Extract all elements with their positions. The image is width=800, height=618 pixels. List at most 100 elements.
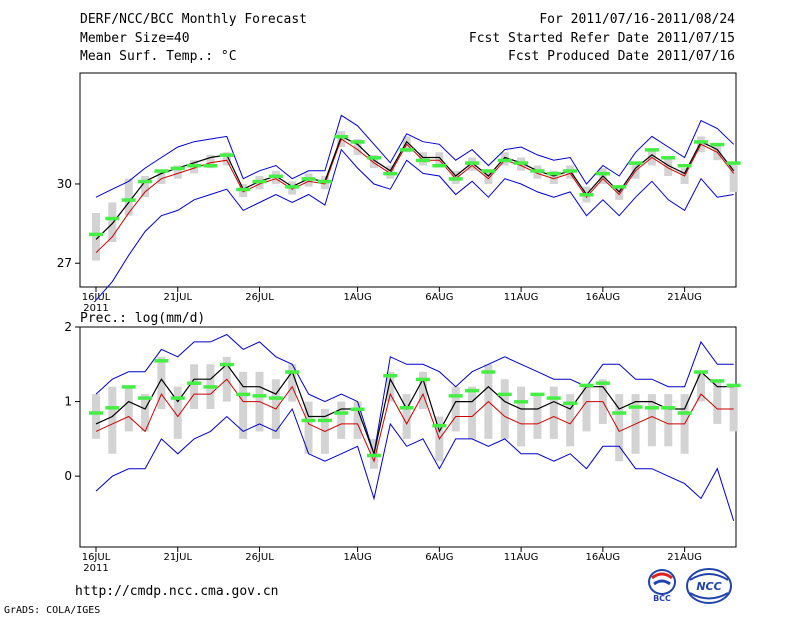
precip-spread-bar	[615, 394, 624, 462]
precip-observed-marker	[579, 383, 594, 388]
temp-xtick-label: 26JUL	[245, 292, 274, 303]
precip-observed-marker	[285, 370, 300, 374]
temp-median-line	[95, 138, 735, 254]
precip-observed-marker	[366, 453, 381, 458]
precip-spread-bar	[386, 371, 395, 402]
precip-spread-bar	[337, 401, 346, 439]
temp-observed-marker	[612, 185, 627, 189]
forecast-period: For 2011/07/16-2011/08/24	[539, 12, 735, 27]
precip-plot-frame	[79, 326, 737, 548]
precip-xtick-label: 21JUL	[163, 552, 192, 563]
precip-observed-marker	[448, 394, 463, 398]
precip-observed-marker	[661, 406, 676, 410]
temp-spread-bar	[108, 202, 117, 243]
temp-observed-marker	[138, 179, 153, 184]
temp-spread-bar	[615, 186, 624, 200]
temp-observed-marker	[661, 156, 676, 160]
precip-median-line	[95, 378, 734, 463]
temp-observed-marker	[677, 163, 692, 168]
temp-max-line	[95, 114, 735, 198]
precip-year-label: 2011	[83, 563, 108, 574]
temp-xtick-label: 21AUG	[667, 292, 702, 303]
temp-xtick-label: 16AUG	[586, 292, 621, 303]
temp-xtick-label: 11AUG	[504, 292, 539, 303]
precip-observed-marker	[677, 411, 692, 415]
temp-observed-marker	[644, 148, 659, 152]
precip-observed-marker	[203, 385, 218, 389]
precip-spread-bar	[533, 394, 542, 439]
precip-xtick-label: 26JUL	[245, 552, 274, 563]
precip-observed-marker	[105, 406, 120, 410]
precip-spread-bar	[696, 371, 705, 402]
source-url[interactable]: http://cmdp.ncc.cma.gov.cn	[75, 584, 279, 599]
grads-credit: GrADS: COLA/IGES	[4, 605, 101, 616]
temp-spread-bar	[484, 170, 493, 184]
precip-observed-marker	[121, 385, 136, 389]
temp-observed-marker	[448, 177, 463, 181]
precip-observed-marker	[644, 406, 659, 410]
temp-observed-marker	[399, 148, 414, 152]
precip-observed-marker	[236, 392, 251, 397]
precip-spread-bar	[304, 401, 313, 454]
temp-observed-marker	[170, 166, 185, 171]
temp-observed-marker	[89, 232, 103, 237]
temp-observed-marker	[154, 169, 169, 173]
temp-observed-marker	[285, 185, 300, 189]
precip-observed-marker	[530, 392, 545, 397]
temp-observed-marker	[481, 169, 496, 173]
precip-xtick-label: 16AUG	[586, 552, 621, 563]
precip-ytick-label: 2	[64, 320, 72, 334]
temp-spread-bar	[369, 154, 378, 169]
precip-observed-marker	[187, 381, 202, 385]
temp-plot-frame	[79, 72, 737, 288]
precip-observed-marker	[416, 377, 430, 382]
precip-xtick-label: 21AUG	[667, 552, 702, 563]
temp-spread-bar	[435, 152, 444, 166]
precip-observed-marker	[481, 370, 496, 374]
precip-observed-marker	[514, 400, 529, 404]
precip-spread-bar	[664, 394, 673, 447]
precip-mean-line	[95, 363, 734, 456]
precip-observed-marker	[154, 359, 169, 363]
precip-spread-bar	[173, 386, 182, 439]
precip-spread-bar	[124, 386, 133, 432]
temp-observed-marker	[628, 161, 643, 165]
temp-observed-marker	[334, 134, 349, 139]
temp-year-label: 2011	[83, 303, 108, 314]
precip-observed-marker	[595, 381, 610, 385]
precip-spread-bar	[141, 394, 150, 432]
precip-observed-marker	[563, 401, 578, 406]
precip-observed-marker	[399, 406, 414, 410]
temp-spread-bar	[173, 165, 182, 179]
precip-spread-bar	[549, 386, 558, 439]
precip-spread-bar	[647, 394, 656, 447]
temp-observed-marker	[432, 163, 447, 168]
temp-spread-bar	[549, 170, 558, 184]
precip-xtick-label: 1AUG	[343, 552, 371, 563]
temp-observed-marker	[546, 171, 561, 176]
temp-observed-marker	[317, 179, 332, 184]
bcc-logo: BCC	[648, 569, 676, 603]
precip-observed-marker	[301, 418, 316, 423]
precip-ytick-label: 1	[64, 395, 72, 409]
temp-observed-marker	[579, 193, 594, 197]
temp-observed-marker	[236, 187, 251, 192]
precip-spread-bar	[500, 379, 509, 439]
chart-title: DERF/NCC/BCC Monthly Forecast	[80, 12, 307, 27]
precip-xtick-label: 11AUG	[504, 552, 539, 563]
precip-spread-bar	[353, 401, 362, 439]
temp-observed-marker	[203, 163, 218, 168]
precip-spread-bar	[239, 371, 248, 439]
temp-observed-marker	[497, 158, 512, 163]
precip-spread-bar	[157, 356, 166, 410]
forecast-started-date: Fcst Started Refer Date 2011/07/15	[468, 31, 735, 46]
precip-ytick-label: 0	[64, 469, 72, 483]
precip-min-line	[95, 407, 735, 522]
temp-observed-marker	[693, 140, 708, 144]
temp-xtick-label: 21JUL	[163, 292, 192, 303]
temp-spread-bar	[729, 162, 738, 192]
temp-observed-marker	[252, 179, 267, 184]
temp-observed-marker	[350, 140, 365, 144]
precip-observed-marker	[710, 379, 725, 383]
